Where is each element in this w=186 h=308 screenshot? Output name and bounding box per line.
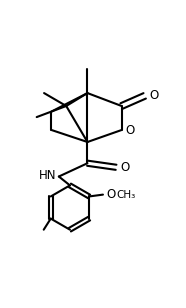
Text: O: O — [106, 188, 116, 201]
Text: HN: HN — [39, 169, 56, 182]
Text: O: O — [126, 124, 135, 136]
Text: O: O — [149, 89, 158, 102]
Text: O: O — [120, 161, 129, 174]
Text: CH₃: CH₃ — [117, 190, 136, 200]
